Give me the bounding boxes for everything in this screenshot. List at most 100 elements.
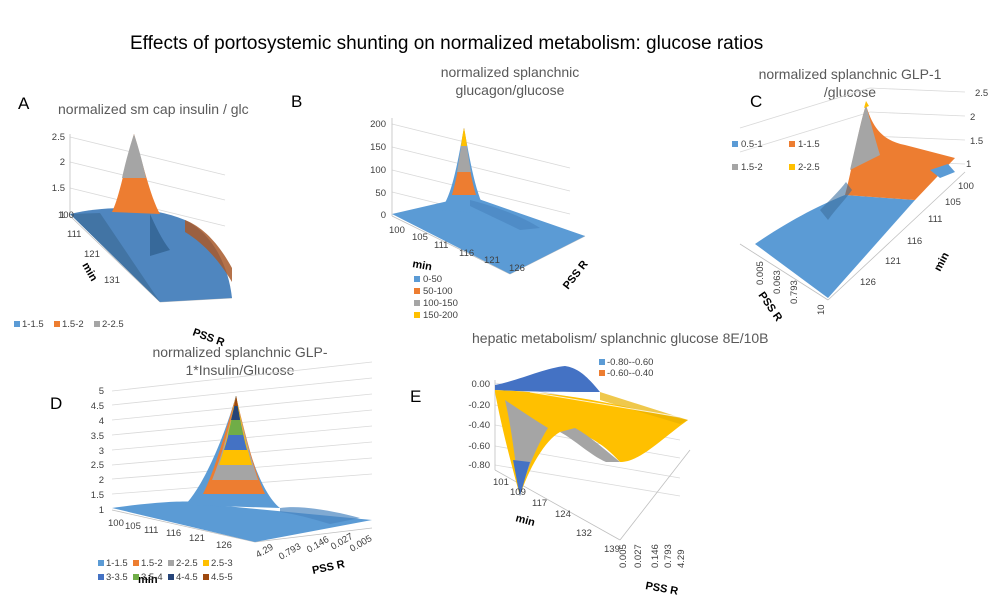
- panel-b-z-tick: 0: [381, 210, 386, 221]
- panel-e-surface: [495, 366, 688, 496]
- panel-e-pss-ticks: 0.005 0.027 0.146 0.793 4.29: [618, 544, 687, 568]
- panel-c-letter: C: [750, 92, 762, 111]
- panel-c-legend: 0.5-1 1-1.5 1.5-2 2-2.5: [732, 139, 820, 173]
- panel-c-legend-swatch: [789, 164, 795, 170]
- panel-d-z-tick: 1: [99, 505, 104, 516]
- panel-d-z-tick: 1.5: [91, 490, 104, 501]
- panel-b-title-line1: normalized splanchnic: [441, 64, 580, 80]
- panel-e-pss-tick: 0.027: [633, 544, 644, 568]
- panel-e-ylabel: min: [514, 512, 536, 529]
- panel-c-min-tick: 111: [928, 214, 942, 225]
- panel-c-min-tick: 100: [958, 181, 974, 192]
- panel-c-legend-label: 2-2.5: [798, 162, 820, 173]
- panel-a-ylabel: min: [79, 261, 99, 284]
- panel-e-pss-tick: 0.146: [650, 544, 661, 568]
- panel-d-pss-tick: 0.146: [305, 534, 331, 555]
- panel-d-legend-label: 3.5-4: [141, 572, 163, 583]
- panel-d-min-tick: 126: [216, 540, 232, 551]
- panel-e-min-tick: 101: [493, 477, 509, 488]
- panel-e-legend: -0.80--0.60 -0.60--0.40: [599, 357, 653, 379]
- panel-c-pss-tick: 0.063: [772, 270, 783, 294]
- panel-d-legend-swatch: [203, 560, 209, 566]
- panel-c-gridlines: [739, 87, 966, 301]
- panel-a-z-ticks: 2.5 2 1.5 1: [52, 132, 65, 221]
- panel-b-legend-label: 150-200: [423, 310, 458, 321]
- panel-d-legend-swatch: [168, 560, 174, 566]
- panel-c-title-line1: normalized splanchnic GLP-1: [759, 66, 942, 82]
- panel-d-min-tick: 121: [189, 533, 205, 544]
- panel-d-surface: [112, 396, 372, 542]
- panel-d-legend-label: 2-2.5: [176, 558, 198, 569]
- panel-d-z-tick: 4.5: [91, 401, 104, 412]
- panel-d-legend-swatch: [133, 574, 139, 580]
- panel-e-pss-tick: 0.793: [663, 544, 674, 568]
- panel-a-letter: A: [18, 94, 30, 113]
- panel-a-legend-label: 2-2.5: [102, 319, 124, 330]
- panel-b-legend-label: 0-50: [423, 274, 442, 285]
- panel-b-z-tick: 100: [370, 165, 386, 176]
- panel-a-legend-label: 1.5-2: [62, 319, 84, 330]
- panel-d-legend-swatch: [203, 574, 209, 580]
- panel-b-z-tick: 200: [370, 119, 386, 130]
- panel-b-legend: 0-50 50-100 100-150 150-200: [414, 274, 458, 321]
- panel-a-min-ticks: 100 111 121 131: [58, 210, 120, 286]
- panel-e-min-tick: 132: [576, 528, 592, 539]
- panel-a-legend-swatch: [54, 321, 60, 327]
- panel-d-pss-tick: 0.793: [277, 541, 303, 562]
- panel-b-min-ticks: 100 105 111 116 121 126: [389, 225, 525, 274]
- panel-d-z-tick: 3.5: [91, 431, 104, 442]
- panel-c-surface: [755, 101, 955, 298]
- panel-d-legend-label: 2.5-3: [211, 558, 233, 569]
- panel-d-legend-swatch: [98, 560, 104, 566]
- panel-c-legend-swatch: [732, 164, 738, 170]
- panel-b-legend-swatch: [414, 300, 420, 306]
- panel-b-min-tick: 105: [412, 232, 428, 243]
- panel-e-z-tick: -0.40: [468, 420, 490, 431]
- panel-c-min-tick: 121: [885, 256, 901, 267]
- panel-b-legend-swatch: [414, 276, 420, 282]
- panel-a-min-tick: 100: [58, 210, 74, 221]
- panel-d-legend: 1-1.5 1.5-2 2-2.5 2.5-3 3-3.5 3.5-4 4-4.…: [98, 558, 233, 583]
- panel-b-surface: [392, 128, 585, 274]
- panel-d-z-tick: 2: [99, 475, 104, 486]
- panel-e-pss-tick: 0.005: [618, 544, 629, 568]
- panel-d-z-tick: 3: [99, 446, 104, 457]
- panel-d-title-line1: normalized splanchnic GLP-: [152, 344, 327, 360]
- panel-c-min-ticks: 100 105 111 116 121 126: [860, 181, 974, 288]
- panel-c-legend-label: 1.5-2: [741, 162, 763, 173]
- panel-c: C normalized splanchnic GLP-1 /glucose 2…: [732, 66, 988, 324]
- panel-c-min-tick: 126: [860, 277, 876, 288]
- panel-c-min-tick: 105: [945, 197, 961, 208]
- panel-e-z-tick: -0.20: [468, 400, 490, 411]
- panel-e-min-ticks: 101 109 117 124 132 139: [493, 477, 620, 555]
- panel-e-z-tick: -0.80: [468, 460, 490, 471]
- panel-e-letter: E: [410, 387, 421, 406]
- panel-b-z-tick: 50: [375, 188, 386, 199]
- panel-b-letter: B: [291, 92, 302, 111]
- panel-b-z-ticks: 200 150 100 50 0: [370, 119, 386, 221]
- panel-e-z-tick: -0.60: [468, 441, 490, 452]
- panel-c-z-tick: 2: [970, 112, 975, 123]
- panel-a-legend-swatch: [14, 321, 20, 327]
- panel-d-min-tick: 105: [125, 521, 141, 532]
- panel-e-legend-swatch: [599, 370, 605, 376]
- panel-b: B normalized splanchnic glucagon/glucose…: [291, 64, 591, 321]
- panel-e-legend-swatch: [599, 359, 605, 365]
- panel-d-min-tick: 116: [166, 528, 181, 539]
- panel-e: E hepatic metabolism/ splanchnic glucose…: [410, 330, 769, 598]
- panel-c-pss-tick: 0.793: [789, 280, 800, 304]
- panel-b-min-tick: 100: [389, 225, 405, 236]
- panel-a-legend: 1-1.5 1.5-2 2-2.5: [14, 319, 124, 330]
- panel-c-ylabel: min: [932, 250, 952, 273]
- panel-a-min-tick: 131: [104, 275, 120, 286]
- panel-d-z-tick: 4: [99, 416, 104, 427]
- panel-b-min-tick: 111: [434, 240, 448, 251]
- panel-d-legend-label: 4-4.5: [176, 572, 198, 583]
- panel-e-min-tick: 124: [555, 509, 571, 520]
- panel-b-z-tick: 150: [370, 142, 386, 153]
- panel-d-title-line2: 1*Insulin/Glucose: [186, 362, 295, 378]
- panel-e-pss-tick: 4.29: [676, 550, 687, 569]
- panel-c-legend-label: 1-1.5: [798, 139, 820, 150]
- panel-a-min-tick: 121: [84, 249, 100, 260]
